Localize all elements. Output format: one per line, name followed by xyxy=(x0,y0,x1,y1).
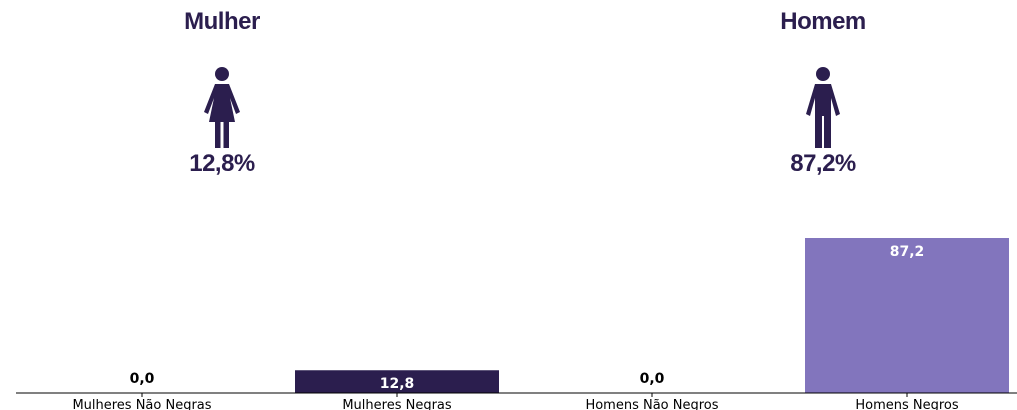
male-percent: 87,2% xyxy=(790,150,856,177)
female-percent: 12,8% xyxy=(189,150,255,177)
data-label: 87,2 xyxy=(890,244,925,260)
data-label: 12,8 xyxy=(380,376,415,392)
male-title: Homem xyxy=(780,8,866,35)
woman-icon xyxy=(204,67,240,148)
bar xyxy=(295,370,499,393)
female-title: Mulher xyxy=(184,8,260,35)
bar xyxy=(805,238,1009,393)
man-icon xyxy=(806,67,840,148)
x-tick-label: Mulheres Não Negras xyxy=(72,398,211,410)
x-tick-label: Mulheres Negras xyxy=(342,398,452,410)
x-tick-label: Homens Não Negros xyxy=(585,398,718,410)
x-tick-label: Homens Negros xyxy=(855,398,959,410)
data-label: 0,0 xyxy=(640,371,665,387)
data-label: 0,0 xyxy=(130,371,155,387)
